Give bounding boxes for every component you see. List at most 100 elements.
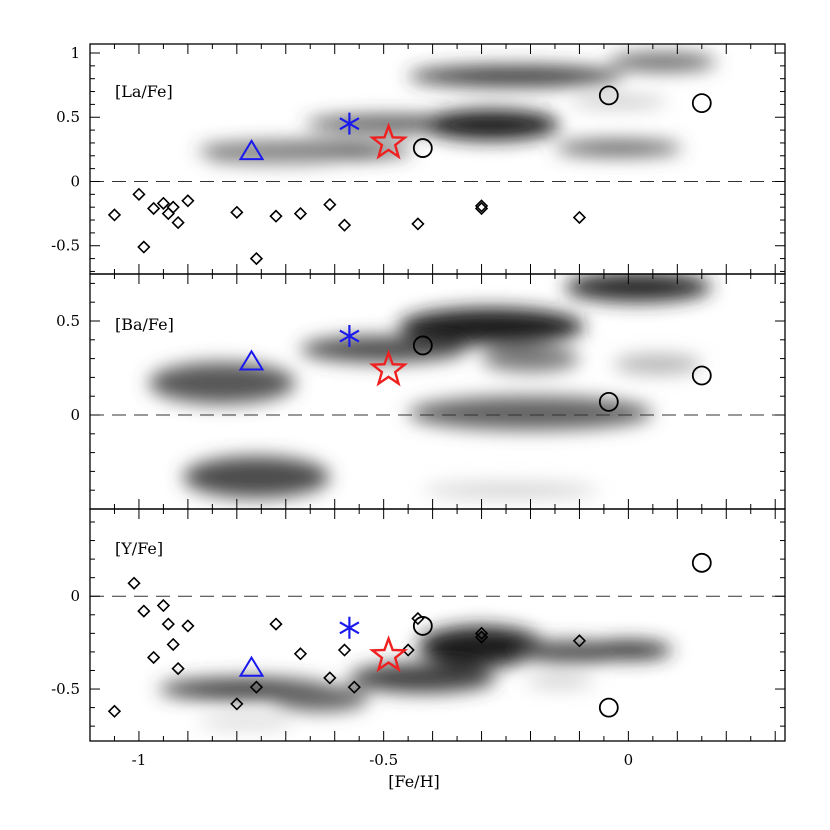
y-density-blob <box>271 685 369 712</box>
la-circle-point <box>412 138 433 158</box>
y-diamond-point <box>474 630 489 644</box>
y-x-tick-label: -0.5 <box>369 751 398 769</box>
la-asterisk-point <box>339 112 360 135</box>
y-axes: -0.5 0 -1 -0.5 0 <box>51 508 786 769</box>
ba-density-map <box>148 274 712 498</box>
ba-density-blob <box>300 336 467 363</box>
ba-density-blob <box>564 274 712 303</box>
y-density-blob <box>525 676 595 688</box>
y-diamond-point <box>107 704 122 718</box>
la-density-blob <box>569 96 668 107</box>
y-x-tick-label: 0 <box>624 751 634 769</box>
ba-y-tick-label: 0 <box>70 406 80 424</box>
ba-circle-point <box>598 391 619 412</box>
y-diamond-point <box>347 680 361 694</box>
y-density-blob <box>197 716 296 729</box>
la-circle-point <box>691 93 712 114</box>
la-diamond-point <box>293 206 308 221</box>
la-diamond-point <box>132 187 146 201</box>
y-diamond-point <box>156 598 171 613</box>
la-density-map <box>197 52 717 165</box>
y-diamond-point <box>323 671 337 685</box>
y-diamond-point <box>269 617 283 631</box>
la-y-tick-label: 1 <box>70 44 80 62</box>
y-diamond-point <box>337 643 352 657</box>
panel-label-la: [La/Fe] <box>115 82 173 101</box>
y-circle-point <box>691 552 712 573</box>
y-diamond-point <box>166 637 180 652</box>
ba-density-blob <box>481 345 580 372</box>
la-density-blob <box>408 65 624 87</box>
ba-triangle-point <box>238 349 265 371</box>
la-y-tick-label: 0.5 <box>56 108 80 126</box>
la-density-blob <box>422 109 560 141</box>
y-x-tick-label: -1 <box>132 751 147 769</box>
y-density-blob <box>417 625 546 667</box>
la-diamond-point <box>572 210 587 225</box>
la-triangle-point <box>238 139 265 161</box>
la-diamond-point <box>230 205 244 219</box>
la-diamond-point <box>323 197 337 212</box>
la-diamond-point <box>107 208 122 222</box>
ba-density-blob <box>148 362 296 404</box>
panel-label-y: [Y/Fe] <box>115 539 163 558</box>
x-axis-title: [Fe/H] <box>388 772 440 791</box>
la-y-tick-label: -0.5 <box>51 237 80 255</box>
y-density-blob <box>349 663 497 693</box>
y-diamond-point <box>401 643 415 657</box>
y-diamond-point <box>181 619 195 633</box>
ba-circle-point <box>691 365 712 386</box>
ba-density-blob <box>408 396 653 431</box>
la-diamond-point <box>337 218 352 232</box>
y-circle-point <box>412 616 433 636</box>
panel-label-ba: [Ba/Fe] <box>115 315 174 334</box>
la-diamond-point <box>171 215 185 230</box>
panel-la: [La/Fe] -0.5 0 0.5 1 <box>51 43 786 275</box>
la-density-blob <box>608 52 717 71</box>
y-y-tick-label: -0.5 <box>51 680 80 698</box>
la-diamond-point <box>156 196 171 210</box>
la-diamond-point <box>161 206 175 221</box>
y-density-map <box>158 625 673 729</box>
y-markers <box>107 552 712 718</box>
ba-circle-point <box>412 335 433 356</box>
la-density-blob <box>554 140 683 156</box>
panel-y: [Y/Fe] -0.5 0 -1 -0.5 0 <box>51 508 786 769</box>
y-diamond-point <box>474 626 489 640</box>
la-star-point <box>369 122 409 160</box>
la-y-tick-label: 0 <box>70 172 80 190</box>
ba-y-tick-label: 0.5 <box>56 312 80 330</box>
y-triangle-point <box>238 655 265 677</box>
ba-density-blob <box>613 354 702 374</box>
ba-markers <box>238 325 712 412</box>
ba-density-blob <box>182 456 330 498</box>
y-diamond-point <box>127 576 141 590</box>
ba-density-blob <box>398 307 585 346</box>
ba-axes: 00.5 <box>56 273 786 510</box>
y-diamond-point <box>161 617 175 631</box>
la-diamond-point <box>181 194 195 208</box>
panel-ba: [Ba/Fe] 00.5 <box>56 273 786 510</box>
y-frame <box>89 508 786 742</box>
la-diamond-point <box>166 200 180 214</box>
y-circle-point <box>598 697 619 718</box>
y-diamond-point <box>293 647 308 661</box>
la-density-blob <box>207 151 345 165</box>
ba-star-point <box>369 349 409 387</box>
y-star-point <box>369 635 409 673</box>
ba-asterisk-point <box>339 325 360 348</box>
y-y-tick-label: 0 <box>70 587 80 605</box>
la-diamond-point <box>146 201 161 216</box>
la-diamond-point <box>474 199 489 213</box>
ba-density-blob <box>422 482 600 498</box>
y-density-blob <box>584 640 673 660</box>
y-diamond-point <box>249 680 264 694</box>
la-diamond-point <box>249 251 264 266</box>
la-diamond-point <box>137 240 151 254</box>
la-circle-point <box>598 85 619 106</box>
la-diamond-point <box>411 217 425 231</box>
y-diamond-point <box>137 604 151 618</box>
la-diamond-point <box>269 209 283 223</box>
y-asterisk-point <box>339 616 360 639</box>
